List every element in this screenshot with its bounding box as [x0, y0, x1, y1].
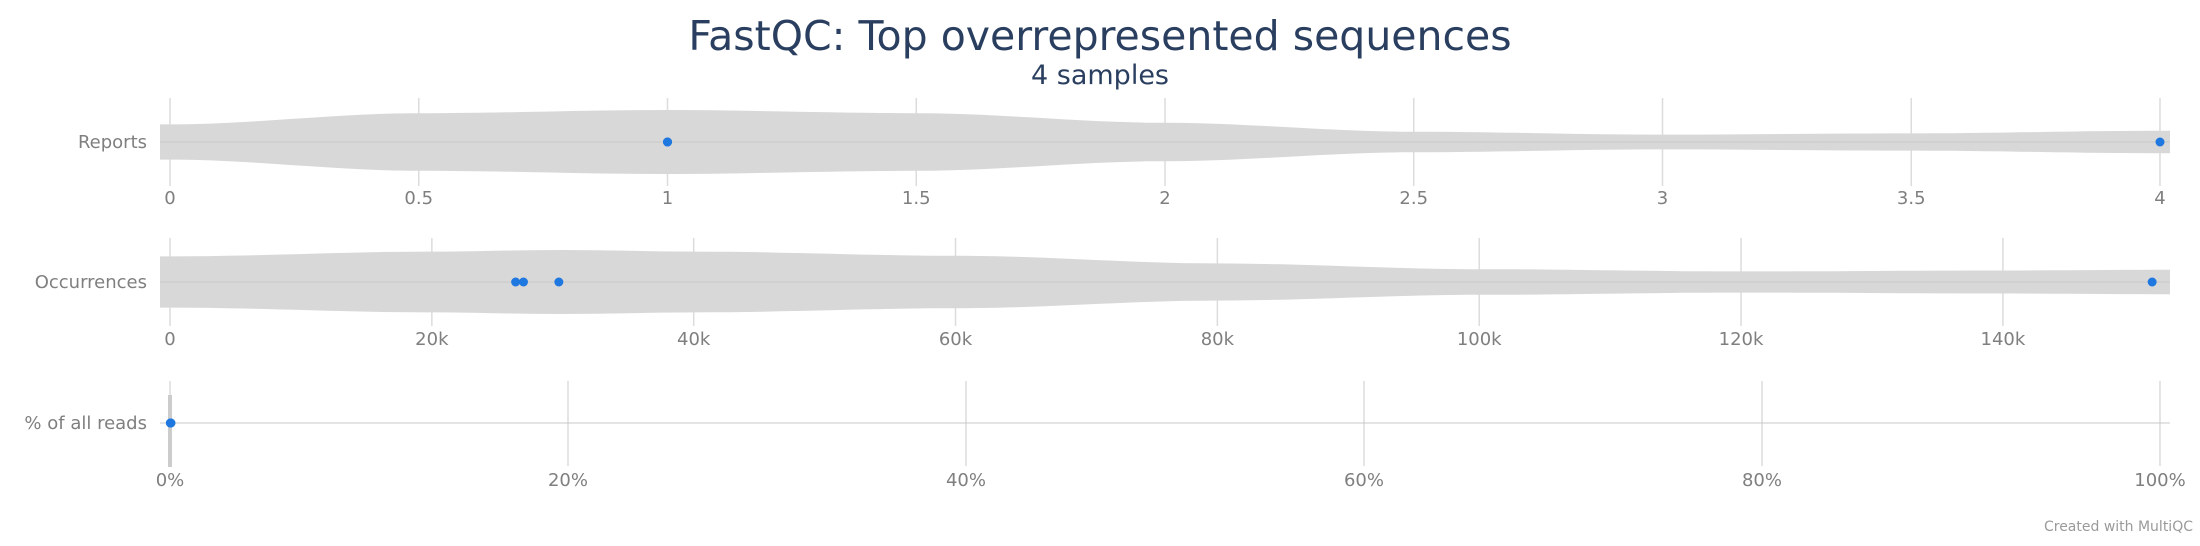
tick-label: 0.5: [404, 188, 433, 209]
tick-label: 100k: [1457, 329, 1502, 350]
row-label: Reports: [78, 132, 147, 153]
tick-label: 60%: [1344, 470, 1384, 491]
tick-label: 1: [662, 188, 673, 209]
tick-label: 80%: [1742, 470, 1782, 491]
tick-label: 120k: [1719, 329, 1764, 350]
data-point[interactable]: [2155, 137, 2165, 147]
tick-label: 1.5: [902, 188, 931, 209]
chart-row-reports: Reports 0 0.5 1 1.5 2 2.5 3 3.5 4: [78, 98, 2170, 209]
chart-rows: Reports 0 0.5 1 1.5 2 2.5 3 3.5 4 Occurrences 0 20k 4…: [24, 98, 2186, 491]
tick-label: 3.5: [1897, 188, 1926, 209]
tick-label: 2: [1159, 188, 1170, 209]
tick-label: 80k: [1201, 329, 1235, 350]
tick-label: 4: [2154, 188, 2165, 209]
created-with-credit: Created with MultiQC: [2044, 519, 2193, 535]
tick-label: 0: [164, 329, 175, 350]
tick-label: 40k: [677, 329, 711, 350]
data-point[interactable]: [2147, 277, 2157, 287]
data-point[interactable]: [663, 137, 672, 147]
data-point[interactable]: [518, 277, 528, 287]
row-label: % of all reads: [24, 413, 147, 434]
tick-label: 20%: [548, 470, 588, 491]
chart-subtitle: 4 samples: [1031, 60, 1169, 91]
data-point[interactable]: [166, 418, 176, 428]
row-label: Occurrences: [35, 272, 147, 293]
tick-label: 20k: [415, 329, 449, 350]
chart-row-occurrences: Occurrences 0 20k 40k 60k 80k 100k 120k 140k: [35, 238, 2170, 350]
tick-label: 3: [1657, 188, 1668, 209]
tick-label: 100%: [2134, 470, 2185, 491]
tick-label: 40%: [946, 470, 986, 491]
chart-row--of-all-reads: % of all reads 0% 20% 40% 60% 80% 100%: [24, 381, 2186, 491]
tick-label: 0: [164, 188, 175, 209]
tick-label: 140k: [1981, 329, 2026, 350]
tick-label: 2.5: [1399, 188, 1428, 209]
data-point[interactable]: [554, 277, 564, 287]
tick-label: 60k: [939, 329, 973, 350]
tick-label: 0%: [156, 470, 185, 491]
data-point[interactable]: [511, 277, 521, 287]
chart-title: FastQC: Top overrepresented sequences: [688, 12, 1511, 60]
